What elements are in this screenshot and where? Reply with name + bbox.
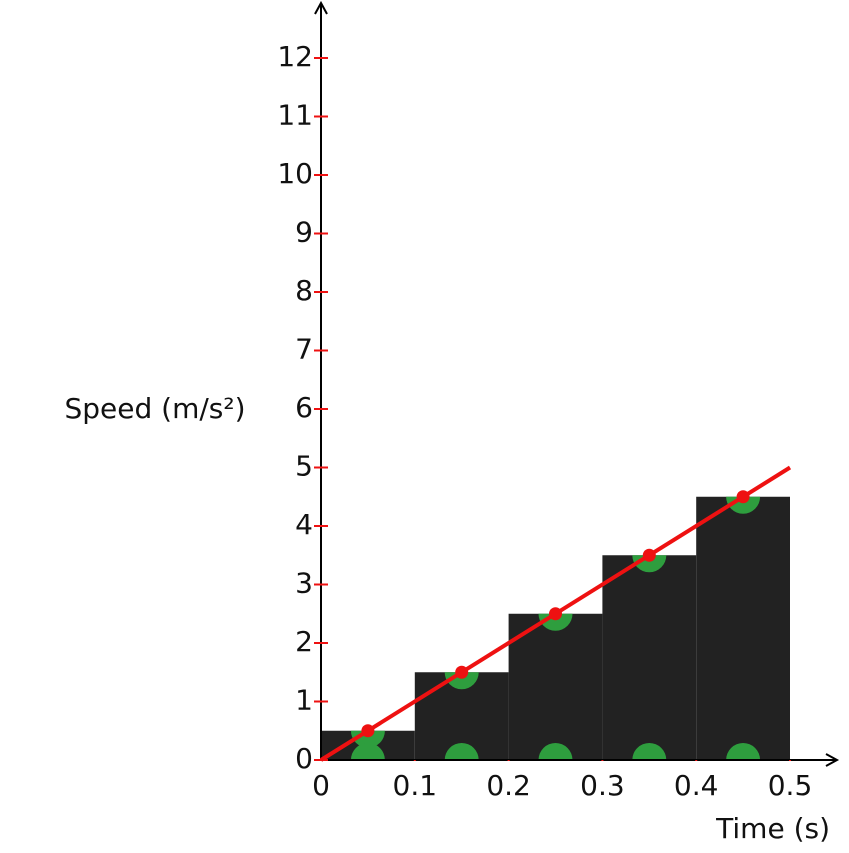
- bar-base-marker: [444, 743, 479, 760]
- y-tick-label: 11: [277, 99, 313, 132]
- bar-base-marker: [538, 743, 573, 760]
- y-tick-label: 3: [295, 567, 313, 600]
- x-tick-label: 0: [312, 769, 330, 802]
- y-axis-label: Speed (m/s²): [64, 392, 245, 425]
- x-tick-label: 0.2: [486, 769, 531, 802]
- x-tick-label: 0.5: [768, 769, 813, 802]
- x-axis-label: Time (s): [715, 812, 830, 845]
- y-tick-label: 6: [295, 391, 313, 424]
- y-tick-label: 8: [295, 274, 313, 307]
- y-tick-label: 12: [277, 40, 313, 73]
- y-axis-arrow: [314, 0, 328, 15]
- y-tick-label: 7: [295, 333, 313, 366]
- y-tick-label: 5: [295, 450, 313, 483]
- y-tick-label: 2: [295, 625, 313, 658]
- bar: [508, 613, 603, 760]
- bar-base-marker: [726, 743, 761, 760]
- point: [361, 724, 375, 738]
- y-tick-label: 1: [295, 684, 313, 717]
- bar: [602, 555, 697, 760]
- y-tick-label: 0: [295, 742, 313, 775]
- point: [642, 548, 656, 562]
- y-tick-label: 10: [277, 157, 313, 190]
- y-tick-label: 9: [295, 216, 313, 249]
- bars: [321, 496, 790, 760]
- bar-base-marker: [632, 743, 667, 760]
- x-tick-label: 0.4: [674, 769, 719, 802]
- bar-top-marker: [726, 496, 761, 514]
- x-tick-label: 0.3: [580, 769, 625, 802]
- y-tick-label: 4: [295, 508, 313, 541]
- x-axis-arrow: [825, 753, 840, 767]
- x-tick-label: 0.1: [393, 769, 438, 802]
- point: [455, 665, 469, 679]
- bar-base-marker: [350, 743, 385, 760]
- bar: [696, 496, 790, 760]
- point: [549, 607, 562, 621]
- point: [736, 490, 750, 504]
